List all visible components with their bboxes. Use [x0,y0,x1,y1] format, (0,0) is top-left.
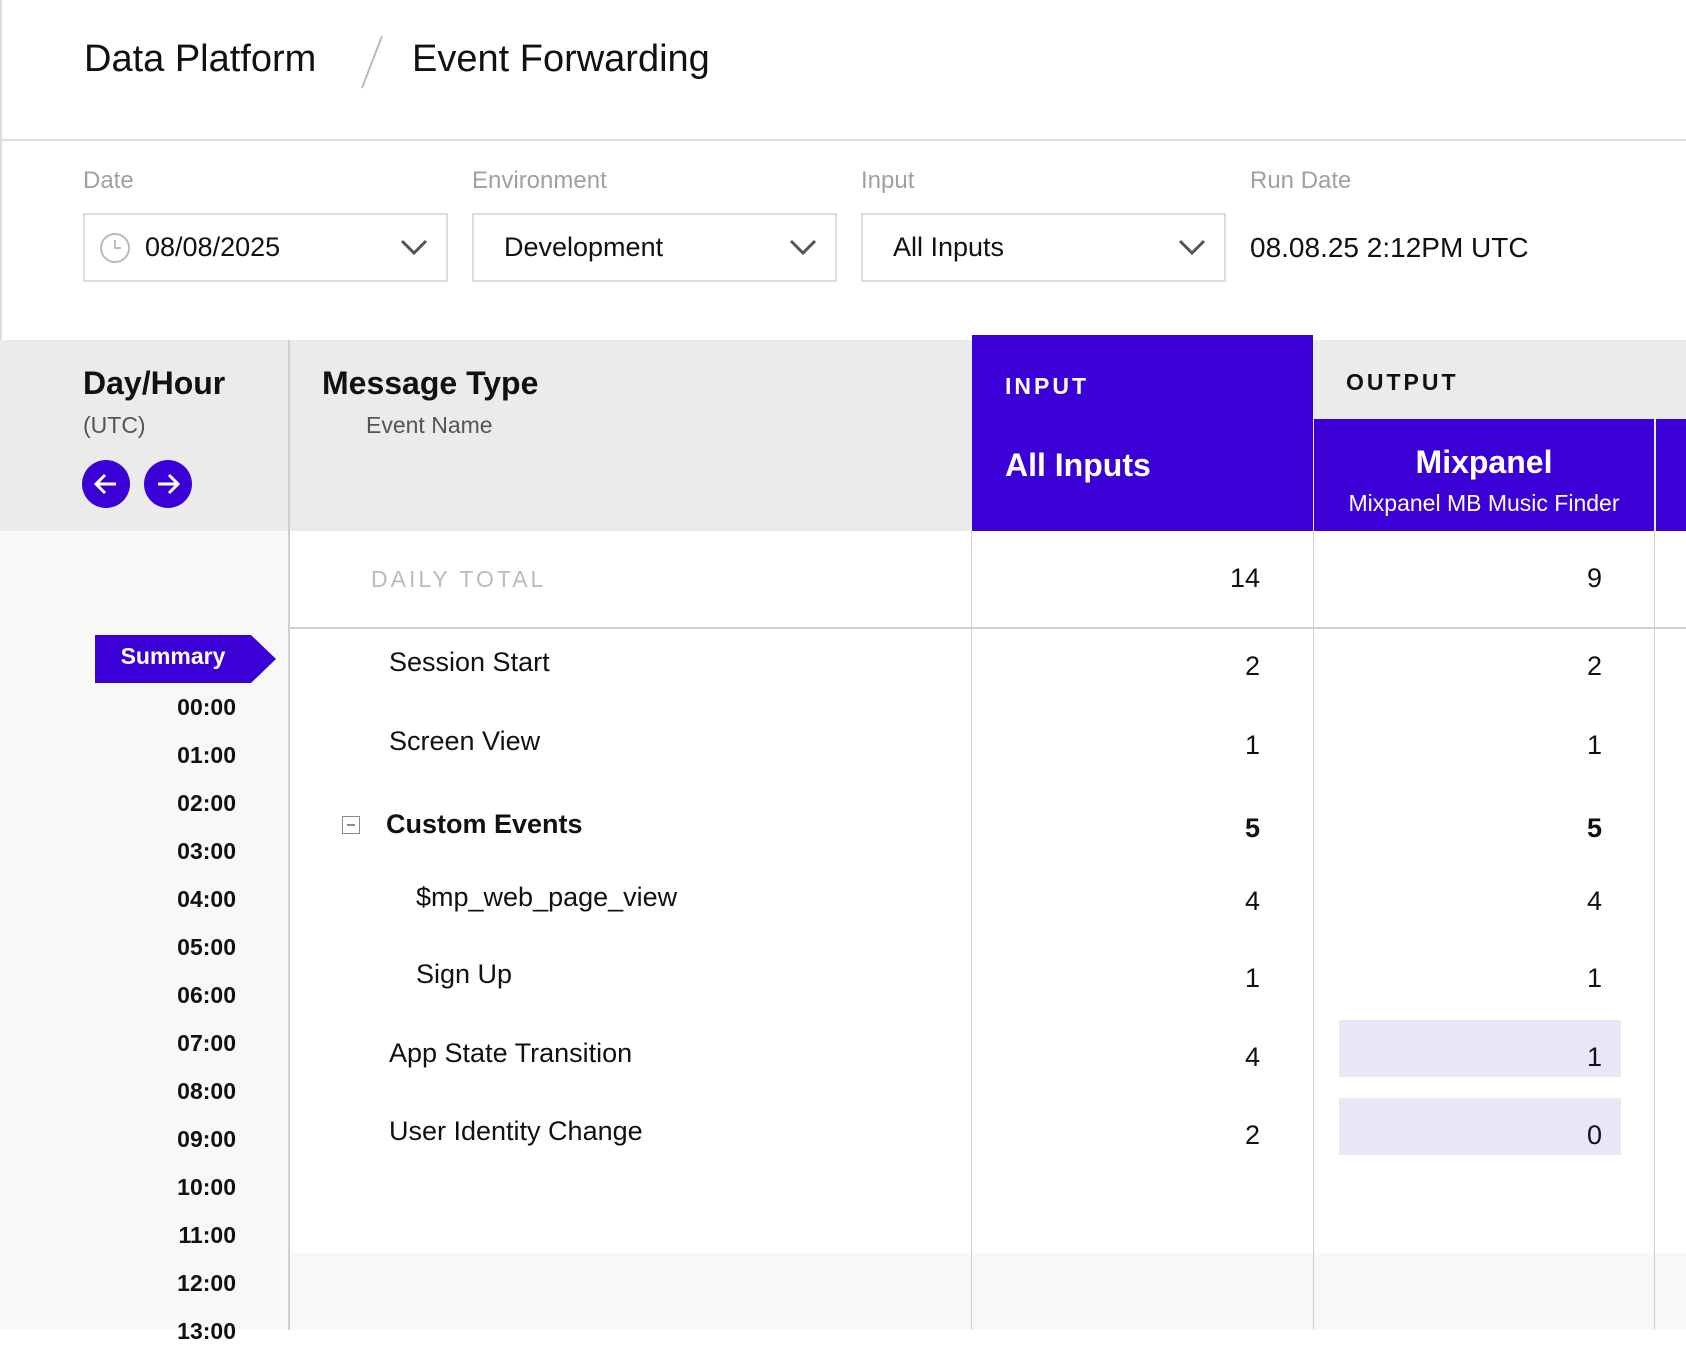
next-button[interactable] [144,460,192,508]
column-divider [971,531,972,1330]
hour-label[interactable]: 06:00 [136,982,236,1009]
filter-value: 08/08/2025 [145,232,280,263]
hour-label[interactable]: 11:00 [136,1222,236,1249]
divider [290,627,1686,629]
hour-label[interactable]: 07:00 [136,1030,236,1057]
chevron [400,235,428,259]
event-name: Session Start [389,647,550,678]
divider [0,139,1686,141]
table-footer [290,1253,1686,1330]
event-name: Screen View [389,726,540,757]
input-count: 5 [1060,813,1260,844]
hour-label[interactable]: 10:00 [136,1174,236,1201]
event-name: Sign Up [416,959,512,990]
filter-value: Development [504,232,663,263]
hour-label[interactable]: 00:00 [136,694,236,721]
column-divider [288,340,290,1330]
hour-label[interactable]: 13:00 [136,1318,236,1345]
output-count: 4 [1402,886,1602,917]
output-subtitle: Mixpanel MB Music Finder [1314,490,1654,517]
filter-label: Environment [472,167,607,195]
event-name: Custom Events [386,809,583,840]
breadcrumb-item: Event Forwarding [412,38,710,81]
output-header [1656,419,1686,531]
output-count: 2 [1402,651,1602,682]
hour-label[interactable]: 04:00 [136,886,236,913]
input-count: 1 [1060,963,1260,994]
section-label: OUTPUT [1346,369,1459,396]
input-count: 4 [1060,886,1260,917]
breadcrumb-item[interactable]: Data Platform [84,38,316,81]
column-title: Day/Hour [83,365,225,402]
date-picker[interactable]: 08/08/2025 [83,213,448,282]
chevron [789,235,817,259]
input-count: 4 [1060,1042,1260,1073]
filter-value: All Inputs [893,232,1004,263]
breadcrumb-separator [360,34,384,90]
column-subtitle: Event Name [366,412,493,439]
hour-label[interactable]: 01:00 [136,742,236,769]
section-label: INPUT [1005,373,1089,400]
column-divider [1654,531,1655,1330]
chevron [1178,235,1206,259]
filter-label: Date [83,167,134,195]
run-date: 08.08.25 2:12PM UTC [1250,232,1529,264]
prev-button[interactable] [82,460,130,508]
event-name: User Identity Change [389,1116,643,1147]
daily-total-label: DAILY TOTAL [371,566,546,593]
summary-tag[interactable]: Summary [95,643,251,670]
hour-label[interactable]: 09:00 [136,1126,236,1153]
filter-label: Run Date [1250,167,1351,195]
input-count: 2 [1060,651,1260,682]
output-name: Mixpanel [1314,444,1654,481]
collapse-toggle[interactable] [342,816,360,834]
hour-label[interactable]: 12:00 [136,1270,236,1297]
input-name: All Inputs [1005,447,1151,484]
hour-label[interactable]: 03:00 [136,838,236,865]
input-select[interactable]: All Inputs [861,213,1226,282]
column-subtitle: (UTC) [83,412,146,439]
event-name: $mp_web_page_view [416,882,677,913]
edge [0,0,2,340]
event-name: App State Transition [389,1038,632,1069]
output-count: 1 [1402,1042,1602,1073]
daily-total-output: 9 [1402,563,1602,594]
daily-total-input: 14 [1060,563,1260,594]
input-count: 1 [1060,730,1260,761]
column-divider [1313,531,1314,1330]
hour-label[interactable]: 08:00 [136,1078,236,1105]
filter-label: Input [861,167,914,195]
hour-label[interactable]: 02:00 [136,790,236,817]
column-title: Message Type [322,365,538,402]
minus-icon [343,817,359,833]
input-count: 2 [1060,1120,1260,1151]
output-count: 1 [1402,730,1602,761]
output-count: 5 [1402,813,1602,844]
output-count: 0 [1402,1120,1602,1151]
environment-select[interactable]: Development [472,213,837,282]
hour-label[interactable]: 05:00 [136,934,236,961]
output-count: 1 [1402,963,1602,994]
input-header [972,335,1313,531]
clock-icon [99,232,131,264]
